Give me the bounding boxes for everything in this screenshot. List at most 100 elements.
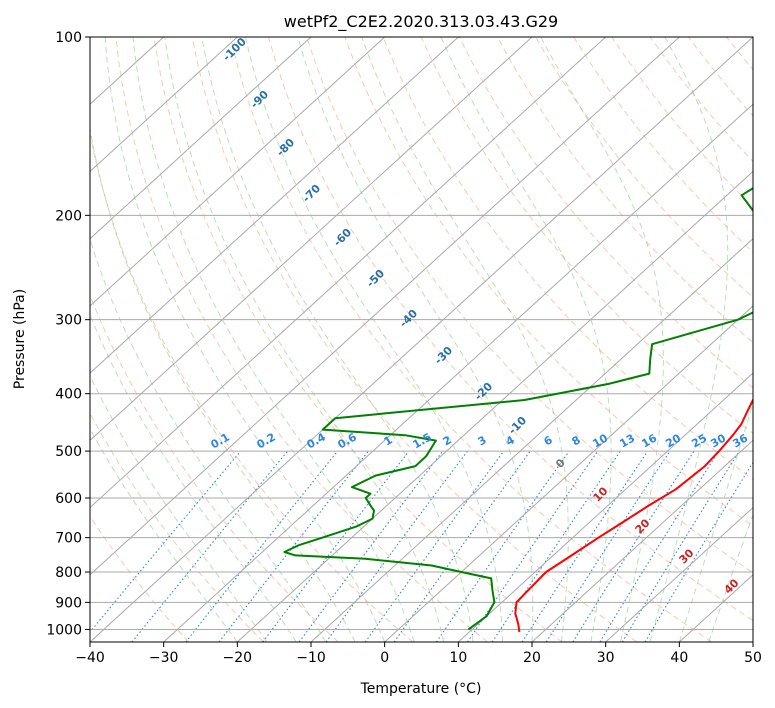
moist-adiabat-line <box>90 237 327 642</box>
y-tick-label: 200 <box>55 208 82 224</box>
y-tick-label: 1000 <box>46 622 82 638</box>
x-tick-label: 0 <box>380 650 389 666</box>
isotherm-line <box>90 37 533 442</box>
chart-title: wetPf2_C2E2.2020.313.03.43.G29 <box>284 12 558 32</box>
dry-adiabat-line <box>268 37 753 622</box>
y-tick-label: 700 <box>55 531 82 547</box>
dry-adiabat-line <box>535 37 753 298</box>
mixing-ratio-label: 13 <box>617 432 637 451</box>
mixing-ratio-label: 30 <box>708 431 728 450</box>
dry-adiabat-line <box>115 37 488 642</box>
dry-adiabat-line <box>153 37 563 642</box>
y-tick-label: 500 <box>55 444 82 460</box>
mixing-ratio-line <box>435 450 570 642</box>
dry-adiabat-line <box>420 37 753 435</box>
dry-adiabat-line <box>382 37 753 481</box>
x-axis-label: Temperature (°C) <box>360 681 482 697</box>
mixing-ratio-line <box>185 450 339 642</box>
x-tick-label: 10 <box>449 650 467 666</box>
isotherm-label: -50 <box>364 267 387 290</box>
dry-adiabat-line <box>611 37 753 208</box>
isotherm-line <box>752 641 753 642</box>
mixing-ratio-line <box>364 450 505 642</box>
background-lines <box>90 37 775 642</box>
dry-adiabat-line <box>765 37 775 642</box>
moist-adiabat-line <box>678 401 753 642</box>
mixing-ratio-line <box>521 450 649 642</box>
moist-adiabat-line <box>245 37 503 642</box>
isotherm-line <box>90 37 386 307</box>
mixing-ratio-label: 16 <box>639 431 659 450</box>
dry-adiabat-line <box>90 131 414 642</box>
moist-adiabat-line <box>540 37 664 642</box>
moist-adiabat-label: 10 <box>591 484 611 504</box>
moist-adiabat-line <box>440 37 612 642</box>
mixing-ratio-label: 6 <box>542 433 555 448</box>
plot-frame <box>89 36 754 643</box>
dewpoint-line <box>283 187 753 631</box>
mixing-ratio-line <box>572 450 695 642</box>
mixing-ratio-line <box>491 450 621 642</box>
moist-adiabat-line <box>708 513 753 642</box>
isotherm-line <box>457 372 753 642</box>
mixing-ratio-label: 0.2 <box>255 430 278 451</box>
y-tick-label: 600 <box>55 491 82 507</box>
moist-adiabat-line <box>90 427 238 642</box>
x-tick-label: 40 <box>670 650 688 666</box>
mixing-ratio-line <box>621 450 740 642</box>
isotherm-line <box>310 237 753 642</box>
moist-adiabat-line <box>90 313 297 642</box>
y-tick-label: 100 <box>55 30 82 46</box>
isotherm-line <box>90 37 459 374</box>
mixing-ratio-label: 10 <box>590 431 610 450</box>
dry-adiabat-line <box>687 37 753 117</box>
x-tick-label: −30 <box>149 650 179 666</box>
moist-adiabat-label: 30 <box>677 546 697 566</box>
x-tick-label: 30 <box>597 650 615 666</box>
mixing-ratio-line <box>131 450 289 642</box>
grid-lines <box>90 37 753 642</box>
isotherm-line <box>90 37 607 509</box>
mixing-ratio-label: 25 <box>689 432 709 451</box>
x-tick-label: −40 <box>75 650 105 666</box>
dry-adiabat-line <box>726 37 753 71</box>
x-tick-label: 20 <box>523 650 541 666</box>
data-series <box>283 187 753 633</box>
y-tick-label: 300 <box>55 313 82 329</box>
x-axis: −40 −30 −20 −10 0 10 20 30 40 50 <box>75 642 762 666</box>
isotherm-line <box>90 37 238 173</box>
mixing-ratio-line <box>262 450 410 642</box>
mixing-ratio-label: 0.6 <box>336 430 360 451</box>
moist-adiabat-line <box>90 125 356 642</box>
isotherm-line <box>90 37 680 576</box>
dry-adiabat-line <box>191 37 638 642</box>
x-tick-label: 50 <box>744 650 762 666</box>
y-axis-label: Pressure (hPa) <box>12 289 28 389</box>
y-tick-label: 900 <box>55 595 82 611</box>
mixing-ratio-label: 3 <box>476 433 489 448</box>
moist-adiabat-line <box>164 37 445 642</box>
isotherm-line <box>236 170 753 642</box>
isotherm-line <box>90 37 312 240</box>
isotherm-label: -20 <box>472 380 495 403</box>
isotherm-line <box>163 103 753 642</box>
mixing-ratio-label: 20 <box>663 431 683 450</box>
isotherm-label: -40 <box>397 307 420 330</box>
x-tick-label: −10 <box>296 650 326 666</box>
x-tick-label: −20 <box>223 650 253 666</box>
moist-adiabat-line <box>297 37 534 642</box>
y-tick-label: 400 <box>55 387 82 403</box>
y-axis: 100 200 300 400 500 600 700 800 900 1000 <box>46 30 90 638</box>
mixing-ratio-label: 0.4 <box>305 430 329 451</box>
mixing-ratio-line <box>298 450 444 642</box>
mixing-ratio-line <box>90 450 242 633</box>
dry-adiabat-line <box>496 37 753 344</box>
isotherm-line <box>384 305 753 642</box>
mixing-ratio-label: 8 <box>570 433 583 448</box>
moist-adiabat-line <box>104 37 386 642</box>
moist-adiabat-line <box>361 37 569 642</box>
isotherm-label: -80 <box>274 136 297 159</box>
temperature-line <box>514 398 753 633</box>
moist-adiabat-line <box>90 374 268 642</box>
